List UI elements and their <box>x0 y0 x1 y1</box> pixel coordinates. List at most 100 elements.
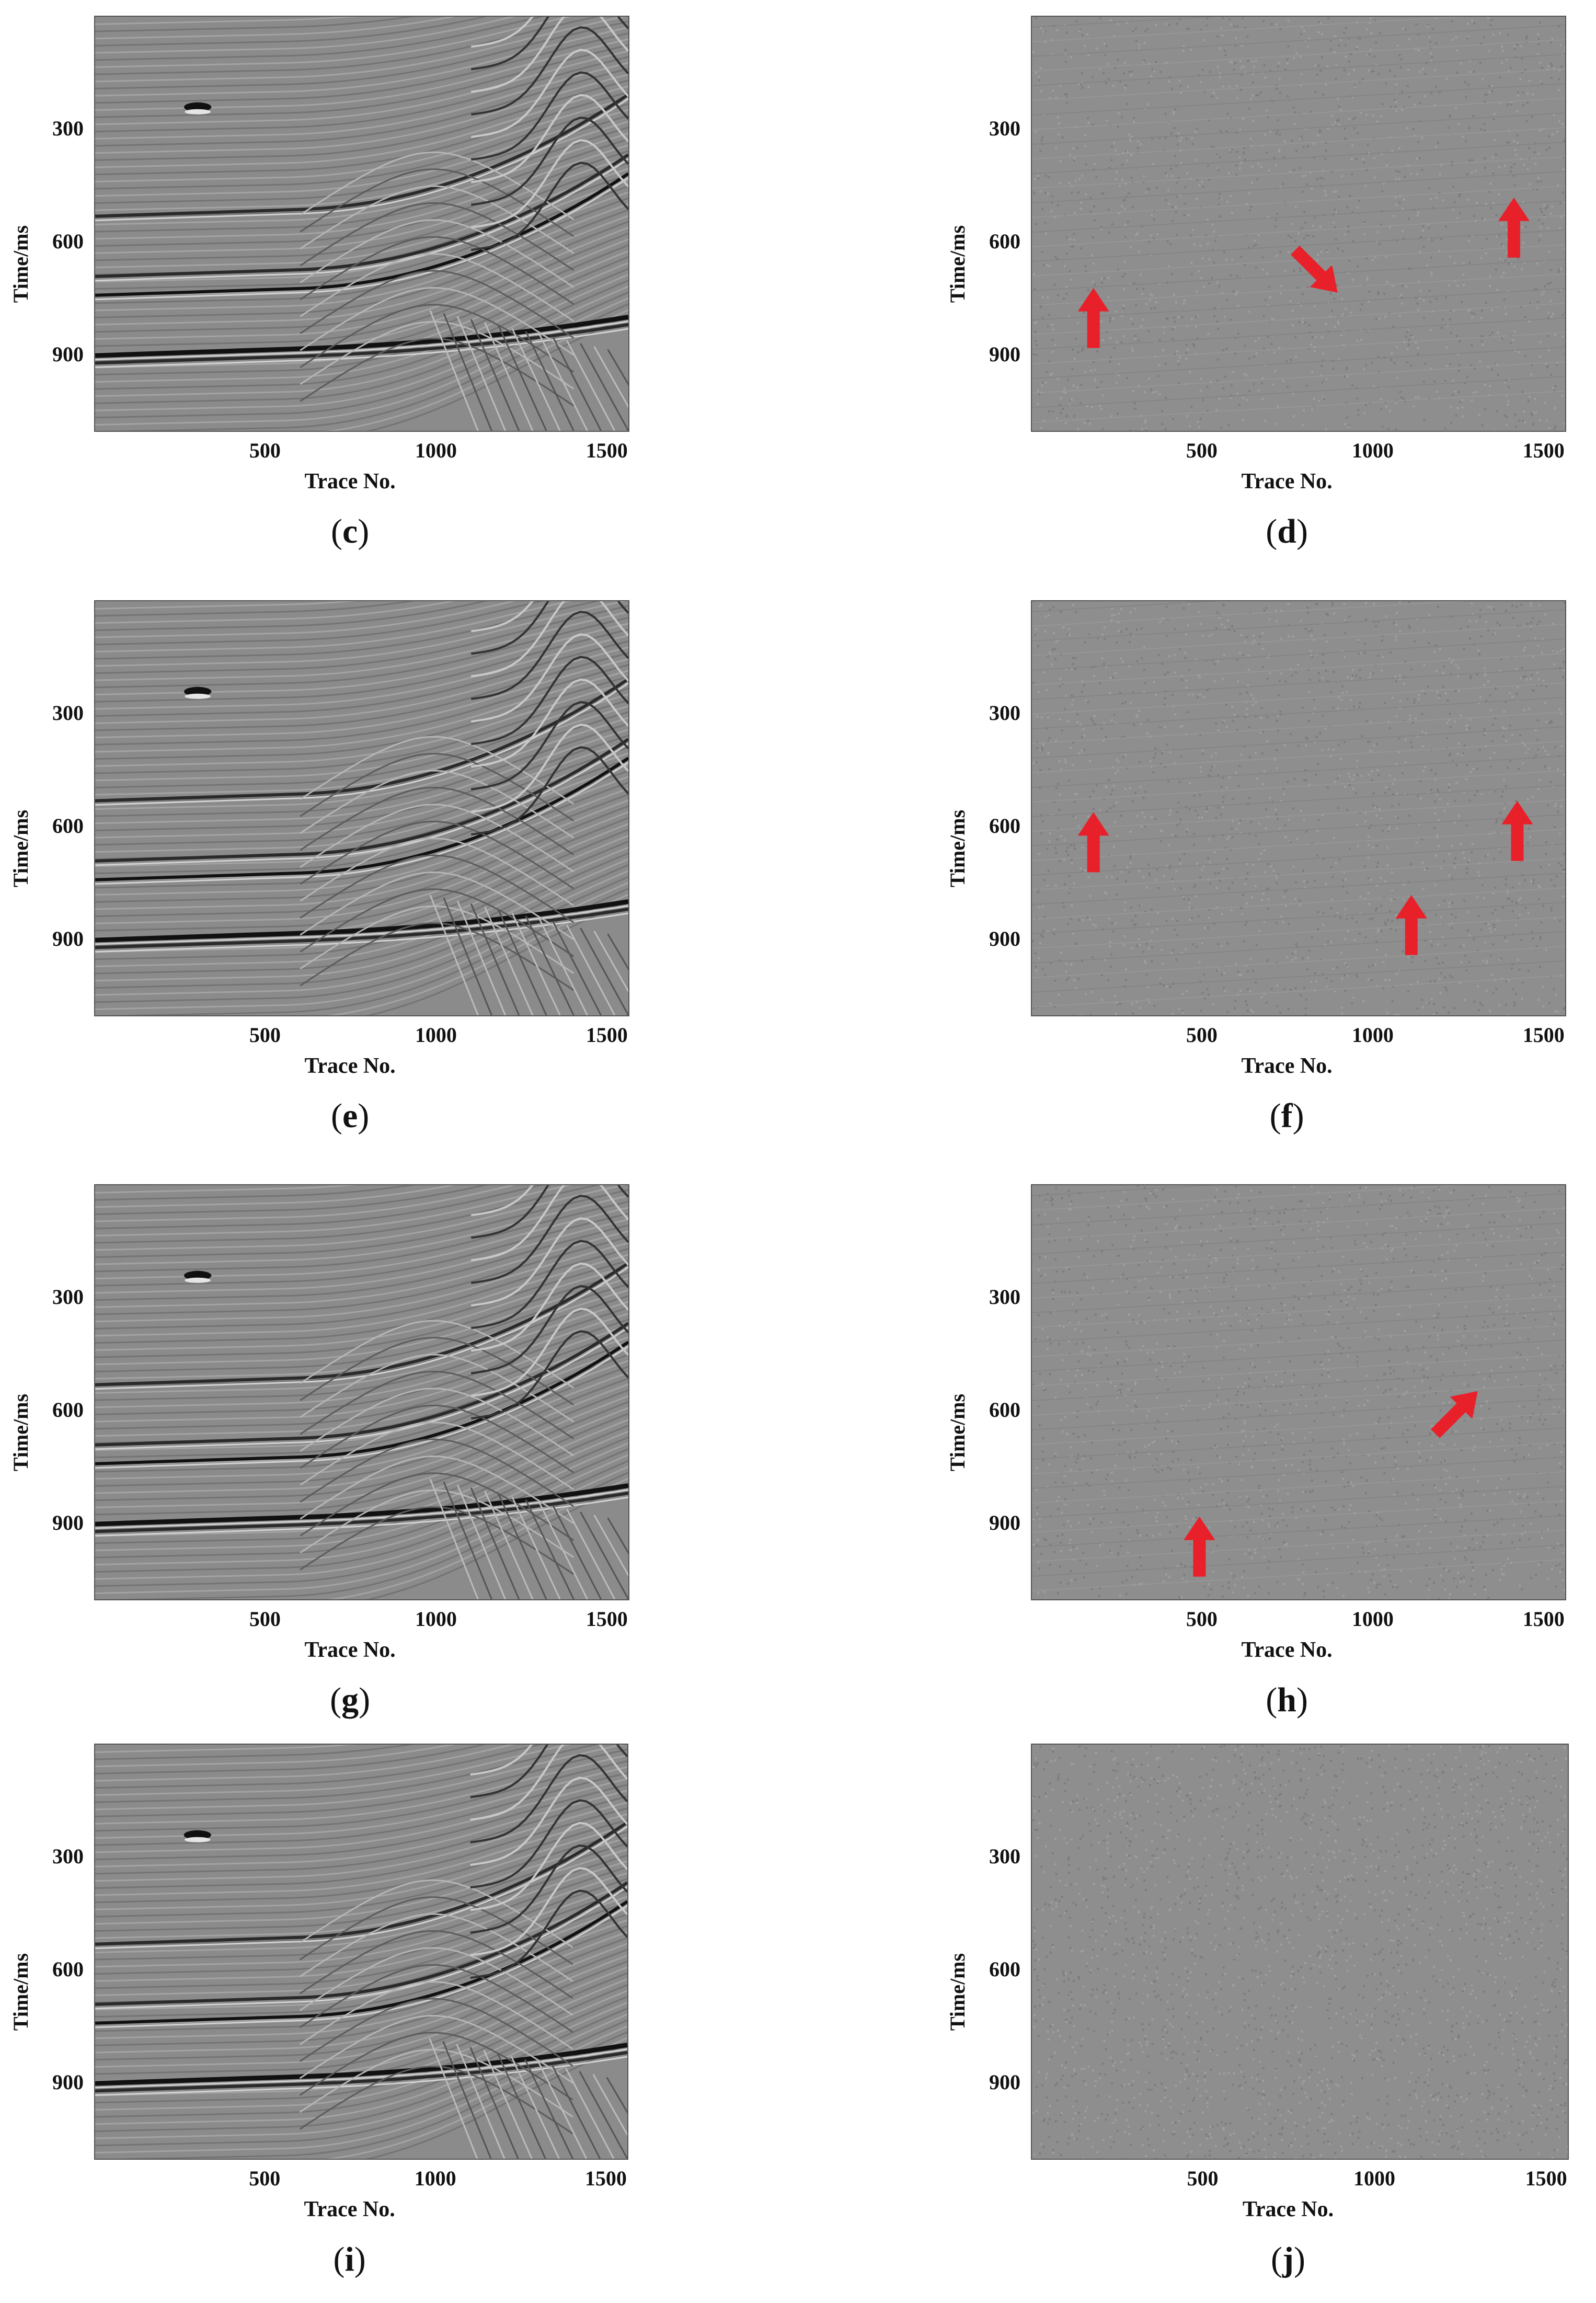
y-tick-label: 300 <box>989 1285 1020 1309</box>
y-tick-label: 600 <box>989 1957 1020 1981</box>
caption-close-paren: ) <box>1296 512 1308 551</box>
x-tick-label: 500 <box>249 1607 281 1631</box>
x-axis-label: Trace No. <box>304 2197 395 2221</box>
caption-open-paren: ( <box>330 1097 342 1135</box>
y-axis-label: Time/ms <box>9 1394 32 1472</box>
y-tick-label: 600 <box>989 1398 1020 1422</box>
x-tick-label: 500 <box>1186 439 1218 462</box>
y-tick-label: 600 <box>989 814 1020 838</box>
x-axis-label: Trace No. <box>1242 2197 1334 2221</box>
y-tick-label: 300 <box>52 701 84 725</box>
y-tick-label: 600 <box>989 230 1020 253</box>
panel-caption-j: (j) <box>1236 2241 1340 2278</box>
red-arrow <box>1077 288 1109 348</box>
caption-open-paren: ( <box>330 512 342 551</box>
x-axis-label: Trace No. <box>304 1638 396 1662</box>
x-tick-label: 1500 <box>1522 1023 1565 1047</box>
y-tick-label: 900 <box>989 1511 1020 1534</box>
x-axis-label: Trace No. <box>1241 1638 1333 1662</box>
x-tick-label: 1500 <box>585 439 628 462</box>
panel-caption-h: (h) <box>1235 1682 1339 1718</box>
red-arrow <box>1501 800 1533 861</box>
x-tick-label: 1000 <box>1351 439 1394 462</box>
x-tick-label: 500 <box>1186 1023 1218 1047</box>
y-axis-label: Time/ms <box>946 225 969 303</box>
x-tick-label: 1000 <box>1351 1607 1394 1631</box>
y-tick-label: 300 <box>989 117 1020 140</box>
caption-close-paren: ) <box>1296 1681 1308 1719</box>
caption-letter: h <box>1277 1681 1296 1719</box>
caption-close-paren: ) <box>1292 1097 1304 1135</box>
y-tick-label: 900 <box>52 1511 84 1534</box>
y-tick-label: 900 <box>989 342 1020 366</box>
y-axis-label: Time/ms <box>9 1953 32 2031</box>
seismic-plot-g <box>94 1184 629 1600</box>
caption-close-paren: ) <box>358 512 370 551</box>
red-arrow <box>1498 197 1530 258</box>
x-tick-label: 500 <box>249 1023 281 1047</box>
caption-close-paren: ) <box>359 1681 371 1719</box>
seismic-image-i <box>95 1745 627 2159</box>
caption-letter: e <box>342 1097 358 1135</box>
x-axis-label: Trace No. <box>1241 469 1333 494</box>
seismic-image-j <box>1032 1745 1568 2159</box>
caption-letter: f <box>1281 1097 1293 1135</box>
caption-letter: d <box>1277 512 1296 551</box>
red-arrow <box>1431 1391 1478 1438</box>
seismic-plot-i <box>94 1744 628 2160</box>
caption-open-paren: ( <box>330 1681 342 1719</box>
caption-open-paren: ( <box>1269 1097 1281 1135</box>
red-arrow <box>1290 245 1338 293</box>
y-tick-label: 900 <box>989 927 1020 950</box>
seismic-image-g <box>95 1185 628 1599</box>
panel-caption-e: (e) <box>298 1098 403 1135</box>
seismic-image-c <box>95 17 628 431</box>
x-tick-label: 1500 <box>585 1607 628 1631</box>
x-axis-label: Trace No. <box>304 469 396 494</box>
y-axis-label: Time/ms <box>946 1953 969 2031</box>
seismic-plot-d <box>1031 16 1566 432</box>
caption-close-paren: ) <box>1293 2240 1305 2278</box>
seismic-plot-e <box>94 600 629 1016</box>
x-axis-label: Trace No. <box>304 1054 396 1078</box>
x-tick-label: 1000 <box>1351 1023 1394 1047</box>
caption-letter: c <box>342 512 358 551</box>
y-tick-label: 300 <box>52 117 84 140</box>
y-axis-label: Time/ms <box>9 225 32 303</box>
y-tick-label: 300 <box>989 1844 1020 1868</box>
red-arrow <box>1395 895 1427 955</box>
seismic-image-d <box>1032 17 1565 431</box>
x-tick-label: 1500 <box>585 1023 628 1047</box>
panel-caption-i: (i) <box>297 2241 402 2278</box>
caption-close-paren: ) <box>354 2240 366 2278</box>
red-arrow <box>1077 812 1109 873</box>
caption-open-paren: ( <box>1266 1681 1278 1719</box>
y-tick-label: 600 <box>52 230 84 253</box>
red-arrow <box>1184 1516 1215 1577</box>
y-axis-label: Time/ms <box>9 810 32 888</box>
caption-letter: g <box>341 1681 359 1719</box>
x-tick-label: 1500 <box>1522 1607 1565 1631</box>
caption-letter: i <box>345 2240 354 2278</box>
x-tick-label: 1000 <box>415 1023 457 1047</box>
panel-caption-d: (d) <box>1235 513 1339 550</box>
panel-caption-f: (f) <box>1235 1098 1339 1135</box>
caption-letter: j <box>1282 2240 1294 2278</box>
x-tick-label: 1500 <box>584 2167 627 2190</box>
caption-open-paren: ( <box>1266 512 1278 551</box>
x-tick-label: 1000 <box>414 2167 456 2190</box>
seismic-plot-h <box>1031 1184 1566 1600</box>
y-tick-label: 600 <box>52 814 84 838</box>
y-tick-label: 600 <box>52 1398 84 1422</box>
x-tick-label: 1500 <box>1522 439 1565 462</box>
y-tick-label: 300 <box>52 1285 84 1309</box>
x-tick-label: 1000 <box>415 439 457 462</box>
caption-close-paren: ) <box>358 1097 370 1135</box>
x-tick-label: 500 <box>1186 1607 1218 1631</box>
y-tick-label: 900 <box>989 2070 1020 2094</box>
seismic-image-e <box>95 601 628 1015</box>
panel-caption-g: (g) <box>298 1682 403 1718</box>
y-axis-label: Time/ms <box>946 1394 969 1472</box>
y-tick-label: 900 <box>52 342 84 366</box>
seismic-plot-j <box>1031 1744 1569 2160</box>
